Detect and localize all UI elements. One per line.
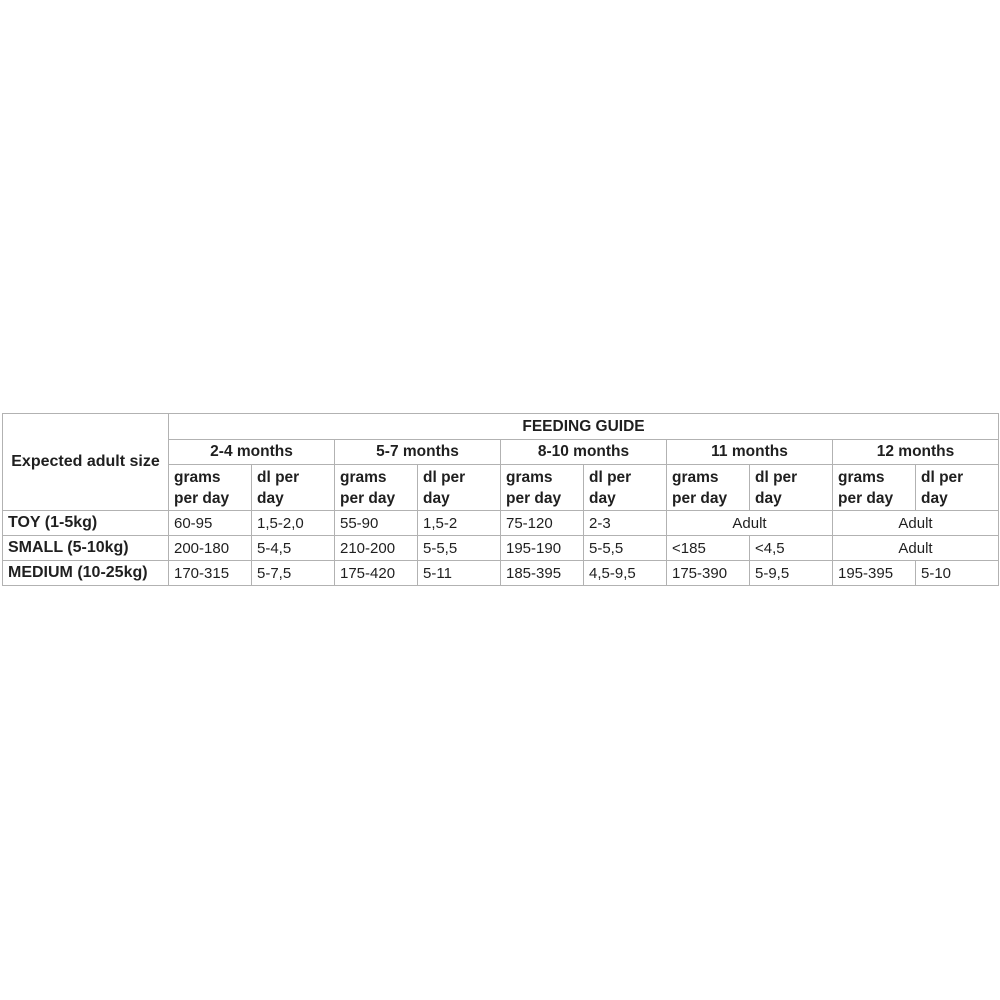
cell-medium-5-7-grams: 175-420 — [334, 560, 418, 586]
month-header-8-10: 8-10 months — [500, 439, 667, 465]
subheader-grams-8-10: grams per day — [500, 464, 584, 511]
months-header-row: 2-4 months 5-7 months 8-10 months 11 mon… — [3, 439, 1000, 465]
cell-small-11-dl: <4,5 — [749, 535, 833, 561]
cell-small-2-4-dl: 5-4,5 — [251, 535, 335, 561]
subheader-dl-2-4: dl per day — [251, 464, 335, 511]
subheader-grams-12: grams per day — [832, 464, 916, 511]
cell-toy-5-7-grams: 55-90 — [334, 510, 418, 536]
cell-small-8-10-grams: 195-190 — [500, 535, 584, 561]
subheader-dl-5-7: dl per day — [417, 464, 501, 511]
subheader-grams-2-4: grams per day — [168, 464, 252, 511]
cell-medium-11-grams: 175-390 — [666, 560, 750, 586]
cell-medium-11-dl: 5-9,5 — [749, 560, 833, 586]
cell-small-12-adult: Adult — [831, 535, 1000, 561]
cell-medium-12-dl: 5-10 — [914, 560, 1000, 586]
cell-medium-2-4-grams: 170-315 — [168, 560, 252, 586]
cell-medium-2-4-dl: 5-7,5 — [251, 560, 335, 586]
cell-medium-5-7-dl: 5-11 — [417, 560, 501, 586]
cell-small-5-7-grams: 210-200 — [334, 535, 418, 561]
cell-toy-2-4-dl: 1,5-2,0 — [251, 510, 335, 536]
table-row-toy: TOY (1-5kg) 60-95 1,5-2,0 55-90 1,5-2 75… — [2, 510, 1000, 536]
subheader-grams-11: grams per day — [666, 464, 750, 511]
table-row-small: SMALL (5-10kg) 200-180 5-4,5 210-200 5-5… — [2, 535, 1000, 561]
subheader-dl-8-10: dl per day — [583, 464, 667, 511]
row-label-toy: TOY (1-5kg) — [2, 510, 169, 536]
cell-small-5-7-dl: 5-5,5 — [417, 535, 501, 561]
subheader-row: grams per day dl per day grams per day d… — [3, 464, 1000, 511]
cell-toy-11-adult: Adult — [666, 510, 833, 536]
month-header-12: 12 months — [831, 439, 1000, 465]
table-row-medium: MEDIUM (10-25kg) 170-315 5-7,5 175-420 5… — [2, 560, 1000, 586]
subheader-dl-12: dl per day — [914, 464, 1000, 511]
month-header-11: 11 months — [666, 439, 833, 465]
cell-toy-8-10-dl: 2-3 — [583, 510, 667, 536]
cell-small-11-grams: <185 — [666, 535, 750, 561]
month-header-2-4: 2-4 months — [168, 439, 335, 465]
table-title: FEEDING GUIDE — [167, 413, 1000, 440]
corner-header: Expected adult size — [2, 413, 169, 511]
row-label-small: SMALL (5-10kg) — [2, 535, 169, 561]
subheader-dl-11: dl per day — [749, 464, 833, 511]
feeding-guide-table: Expected adult size FEEDING GUIDE 2-4 mo… — [2, 413, 1000, 586]
cell-medium-8-10-grams: 185-395 — [500, 560, 584, 586]
subheader-grams-5-7: grams per day — [334, 464, 418, 511]
cell-medium-8-10-dl: 4,5-9,5 — [583, 560, 667, 586]
cell-medium-12-grams: 195-395 — [832, 560, 916, 586]
title-row: Expected adult size FEEDING GUIDE — [2, 413, 1000, 511]
month-header-5-7: 5-7 months — [334, 439, 501, 465]
cell-small-2-4-grams: 200-180 — [168, 535, 252, 561]
cell-toy-2-4-grams: 60-95 — [168, 510, 252, 536]
cell-toy-5-7-dl: 1,5-2 — [417, 510, 501, 536]
cell-small-8-10-dl: 5-5,5 — [583, 535, 667, 561]
row-label-medium: MEDIUM (10-25kg) — [2, 560, 169, 586]
cell-toy-8-10-grams: 75-120 — [500, 510, 584, 536]
cell-toy-12-adult: Adult — [831, 510, 1000, 536]
